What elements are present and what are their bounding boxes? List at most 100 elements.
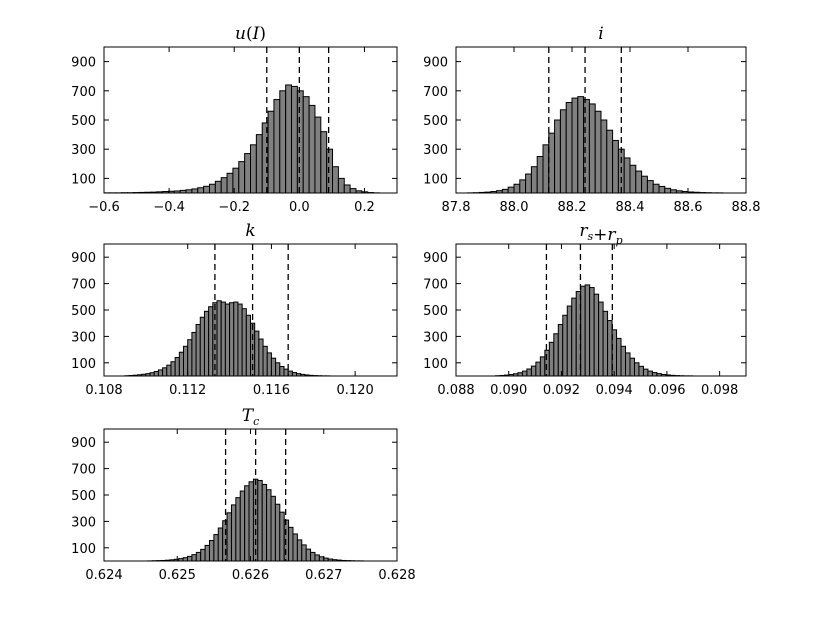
histogram-bar xyxy=(580,285,586,377)
histogram-bar xyxy=(349,188,357,194)
subplot-2: 87.8 88.0 88.2 88.4 88.6 88.8 100 300 500 700 900 i xyxy=(423,24,760,215)
histogram-bar xyxy=(257,479,263,562)
histogram-bar xyxy=(301,544,307,562)
y-tick-label: 300 xyxy=(71,515,96,530)
histogram-bar xyxy=(203,310,210,377)
histogram-bar xyxy=(310,551,316,562)
histogram-bar xyxy=(275,362,281,377)
histogram-bar xyxy=(255,134,263,194)
histogram-bar xyxy=(296,539,303,562)
y-tick-label: 100 xyxy=(71,172,96,187)
histogram-bar xyxy=(305,548,312,562)
histogram-bar xyxy=(222,520,228,562)
histogram-bar xyxy=(279,90,287,194)
histogram-bar xyxy=(600,119,608,194)
x-tick-label: −0.2 xyxy=(218,200,250,215)
histogram-bar xyxy=(195,551,202,562)
histogram-bar xyxy=(208,183,216,194)
x-tick-label: 0.624 xyxy=(85,568,122,583)
histogram-bar xyxy=(224,303,231,377)
histogram-bar xyxy=(250,144,257,194)
histogram-bar xyxy=(187,555,193,562)
subplot-3: 0.108 0.112 0.116 0.120 100 300 500 700 900 k xyxy=(71,221,398,398)
y-tick-label: 300 xyxy=(71,330,96,345)
histogram-bar xyxy=(548,341,555,377)
histogram-bar xyxy=(292,533,298,562)
histogram-bar xyxy=(513,183,521,194)
histogram-bar xyxy=(288,526,294,562)
x-tick-label: 0.0 xyxy=(289,200,310,215)
histogram-bar xyxy=(237,303,243,377)
histogram-bar xyxy=(178,351,185,377)
histogram-bar xyxy=(270,495,276,562)
histogram-bar xyxy=(625,352,631,377)
histogram-bar xyxy=(554,119,561,194)
histogram-bar xyxy=(261,483,268,562)
histogram-bar xyxy=(594,110,602,194)
histogram-bar xyxy=(525,173,532,194)
histogram-bar xyxy=(258,338,264,377)
histogram-bar xyxy=(220,301,226,377)
histogram-bar xyxy=(239,490,246,562)
histogram-bar xyxy=(577,96,585,194)
histogram-bar xyxy=(191,188,199,194)
y-tick-label: 500 xyxy=(423,114,448,129)
histogram-bar xyxy=(521,370,528,377)
subplot-title: u(I) xyxy=(235,24,266,44)
histogram-bar xyxy=(230,504,237,562)
histogram-bar xyxy=(571,297,577,377)
x-tick-label: 88.8 xyxy=(732,200,761,215)
histogram-bar xyxy=(153,371,159,377)
x-tick-label: 0.098 xyxy=(701,383,738,398)
histogram-bar xyxy=(633,362,640,377)
histogram-bar xyxy=(530,166,538,194)
y-tick-label: 700 xyxy=(423,278,448,293)
subplot-title: rs+rp xyxy=(579,221,622,247)
histogram-bar xyxy=(157,369,164,377)
x-tick-label: 0.094 xyxy=(596,383,633,398)
histogram-bar xyxy=(279,511,285,562)
histogram-bar xyxy=(226,512,232,562)
y-tick-label: 700 xyxy=(423,85,448,100)
histogram-bar xyxy=(507,186,515,194)
histogram-bar xyxy=(607,320,613,377)
histogram-bar xyxy=(620,345,627,377)
x-tick-label: −0.4 xyxy=(153,200,185,215)
histogram-bar xyxy=(616,337,622,377)
x-tick-label: 0.092 xyxy=(543,383,580,398)
y-tick-label: 100 xyxy=(423,172,448,187)
histogram-bar xyxy=(635,170,643,194)
histogram-bar xyxy=(623,157,631,194)
histogram-bar xyxy=(162,367,168,377)
histogram-bar xyxy=(530,365,537,377)
histogram-bar xyxy=(241,308,247,377)
x-tick-label: 0.625 xyxy=(159,568,196,583)
histogram-bar xyxy=(646,180,654,194)
x-tick-label: 0.116 xyxy=(253,383,290,398)
histogram-bar xyxy=(343,184,351,194)
histogram-bar xyxy=(519,179,527,194)
histogram-bar xyxy=(548,132,556,194)
y-tick-label: 500 xyxy=(71,489,96,504)
histogram-bar xyxy=(291,372,298,377)
histogram-bar xyxy=(245,314,251,377)
histogram-bar xyxy=(664,187,672,194)
histogram-bar xyxy=(332,166,339,194)
histogram-bar xyxy=(229,302,235,377)
histogram-bar xyxy=(571,97,579,194)
histogram-bar xyxy=(638,365,644,377)
histogram-bar xyxy=(652,183,660,194)
histogram-bar xyxy=(559,109,567,194)
subplot-4: 0.088 0.090 0.092 0.094 0.096 0.098 100 300 500 7… xyxy=(423,221,747,398)
histogram-bar xyxy=(238,161,246,194)
y-tick-label: 900 xyxy=(423,251,448,266)
histogram-bar xyxy=(226,172,234,194)
histogram-bar xyxy=(174,357,180,377)
x-tick-label: 0.112 xyxy=(169,383,206,398)
histogram-bar xyxy=(191,331,197,377)
y-tick-label: 100 xyxy=(71,357,96,372)
histogram-bar xyxy=(320,131,328,194)
histogram-bar xyxy=(166,364,172,377)
x-tick-label: 0.2 xyxy=(354,200,375,215)
